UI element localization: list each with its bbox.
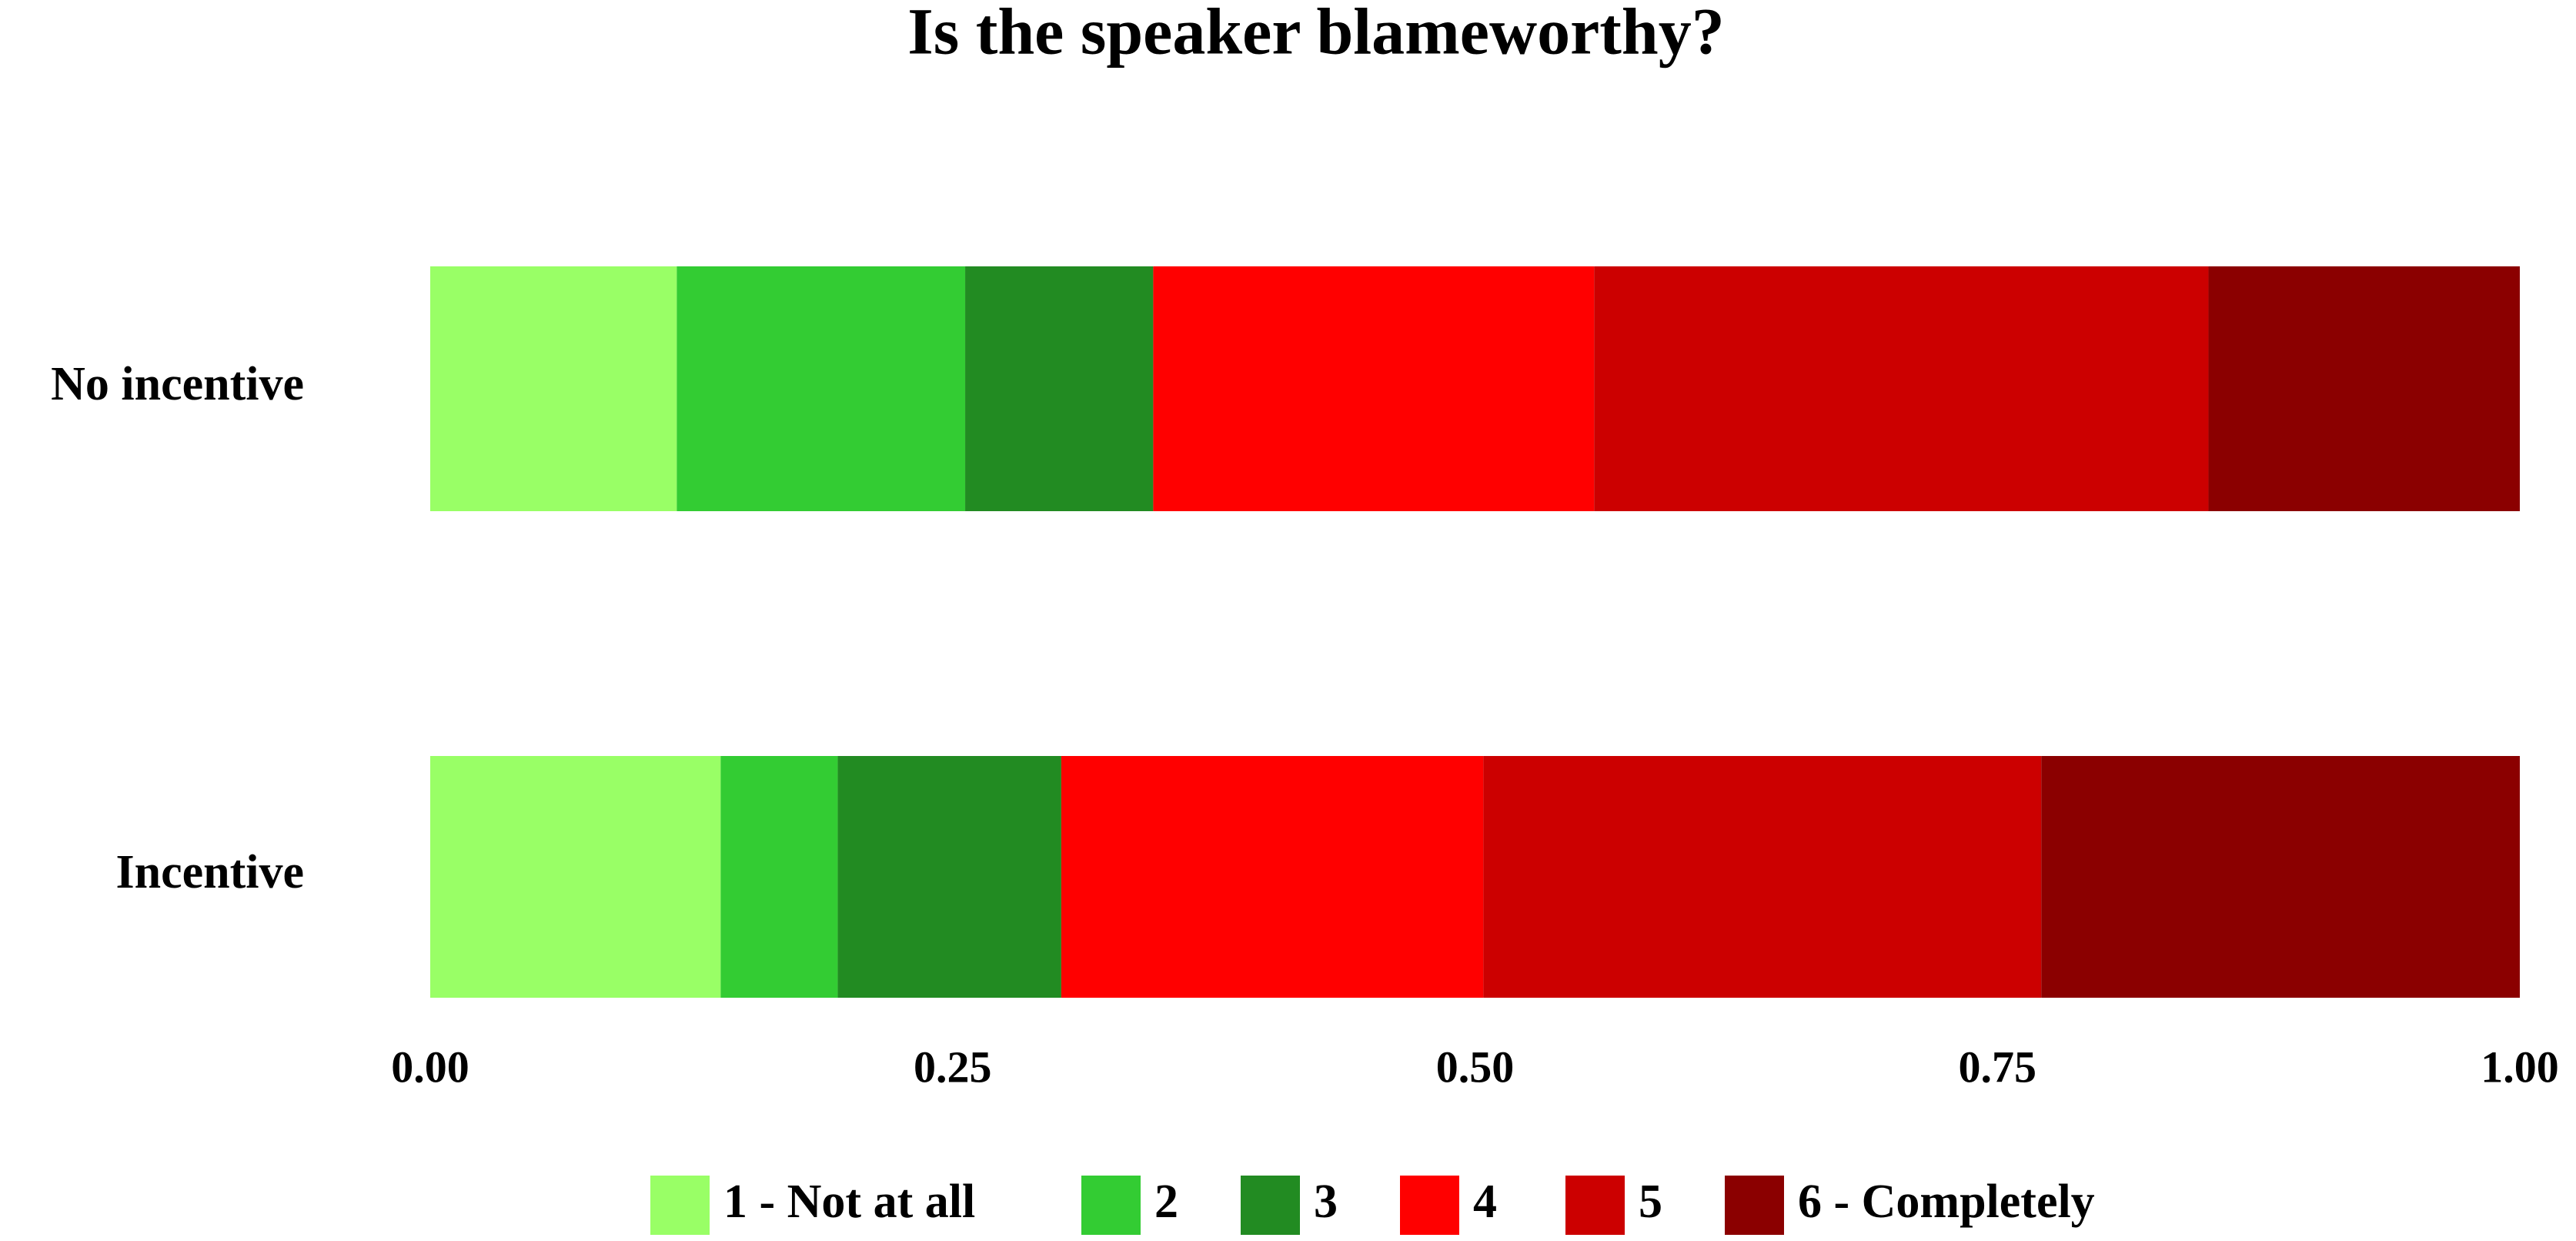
- legend-label: 3: [1314, 1176, 1338, 1228]
- x-tick-label: 1.00: [2481, 1042, 2559, 1092]
- x-tick-label: 0.50: [1436, 1042, 1515, 1092]
- legend-label: 6 - Completely: [1798, 1176, 2095, 1228]
- legend-label: 5: [1639, 1176, 1662, 1228]
- bar-segment: [2208, 266, 2520, 511]
- x-tick-label: 0.75: [1959, 1042, 2037, 1092]
- legend-label: 4: [1473, 1176, 1497, 1228]
- bar-segment: [837, 756, 1061, 998]
- legend-swatch: [1725, 1176, 1784, 1235]
- legend-label: 1 - Not at all: [723, 1176, 975, 1228]
- y-tick-label: Incentive: [115, 846, 304, 898]
- legend-swatch: [1241, 1176, 1300, 1235]
- x-tick-label: 0.00: [391, 1042, 469, 1092]
- bar-segment: [677, 266, 966, 511]
- bar-segment: [1061, 756, 1484, 998]
- legend-swatch: [1081, 1176, 1141, 1235]
- legend-label: 2: [1154, 1176, 1178, 1228]
- chart-title: Is the speaker blameworthy?: [907, 0, 1724, 69]
- x-tick-label: 0.25: [914, 1042, 992, 1092]
- bar-segment: [965, 266, 1154, 511]
- bar-segment: [430, 266, 677, 511]
- bar-segment: [1153, 266, 1595, 511]
- y-tick-label: No incentive: [51, 358, 304, 410]
- bar-segment: [2041, 756, 2520, 998]
- legend-swatch: [1400, 1176, 1459, 1235]
- legend-swatch: [1565, 1176, 1625, 1235]
- bar-segment: [1483, 756, 2042, 998]
- bar-segment: [430, 756, 721, 998]
- legend-swatch: [650, 1176, 710, 1235]
- bar-segment: [720, 756, 838, 998]
- bar-segment: [1594, 266, 2209, 511]
